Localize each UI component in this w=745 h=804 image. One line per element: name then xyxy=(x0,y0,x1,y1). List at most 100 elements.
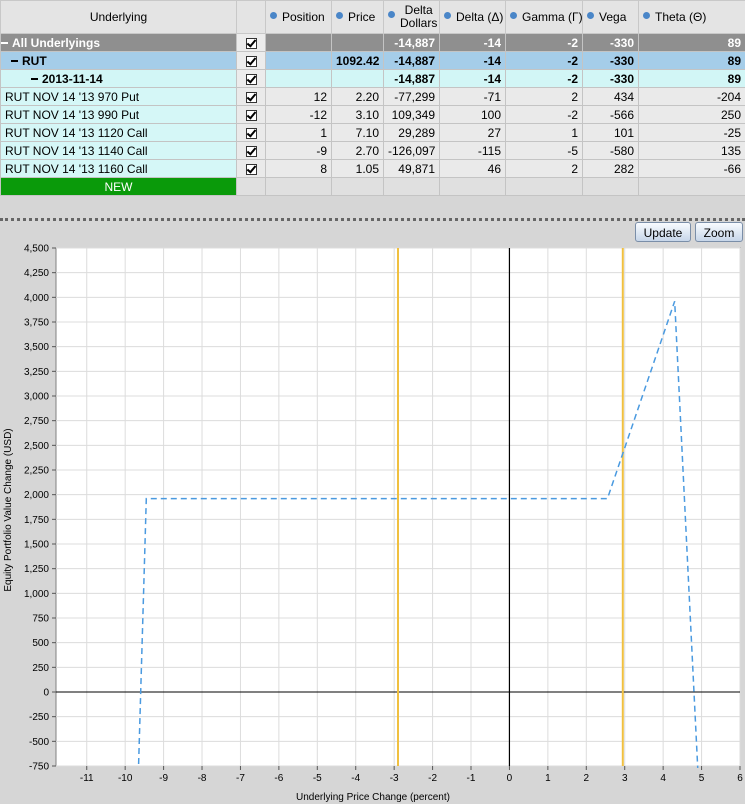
x-tick-label: 2 xyxy=(584,773,590,784)
empty-cell xyxy=(582,177,639,196)
position-cell[interactable]: 8 xyxy=(265,159,332,178)
include-checkbox[interactable] xyxy=(245,127,257,139)
vega-cell: -330 xyxy=(582,51,639,70)
include-checkbox[interactable] xyxy=(245,73,257,85)
row-name-cell[interactable]: All Underlyings xyxy=(0,33,237,52)
delta-dollars-cell: -77,299 xyxy=(383,87,440,106)
y-tick-label: 3,250 xyxy=(24,367,49,378)
include-checkbox-cell[interactable] xyxy=(236,87,266,106)
table-row[interactable]: RUT NOV 14 '13 1140 Call -9 2.70 -126,09… xyxy=(0,141,745,160)
delta-cell: 100 xyxy=(439,105,506,124)
delta-cell: -71 xyxy=(439,87,506,106)
header-label: Underlying xyxy=(89,10,148,24)
column-header-underlying[interactable]: Underlying xyxy=(0,0,237,34)
table-row-rut[interactable]: RUT 1092.42 -14,887 -14 -2 -330 89 xyxy=(0,51,745,70)
table-row-expiry[interactable]: 2013-11-14 -14,887 -14 -2 -330 89 xyxy=(0,69,745,88)
new-row-button[interactable]: NEW xyxy=(0,177,237,196)
x-tick-label: -2 xyxy=(428,773,437,784)
position-cell[interactable]: -12 xyxy=(265,105,332,124)
gamma-cell: -2 xyxy=(505,33,583,52)
include-checkbox[interactable] xyxy=(245,163,257,175)
y-tick-label: 3,500 xyxy=(24,342,49,353)
column-header-vega[interactable]: Vega xyxy=(582,0,639,34)
x-tick-label: 0 xyxy=(507,773,513,784)
column-dot-icon xyxy=(336,12,343,19)
delta-dollars-cell: -126,097 xyxy=(383,141,440,160)
vega-cell: -566 xyxy=(582,105,639,124)
y-tick-label: 4,250 xyxy=(24,268,49,279)
header-label: Price xyxy=(348,10,376,24)
column-dot-icon xyxy=(444,12,451,19)
include-checkbox-cell[interactable] xyxy=(236,51,266,70)
gamma-cell: -2 xyxy=(505,105,583,124)
include-checkbox[interactable] xyxy=(245,91,257,103)
y-tick-label: 2,750 xyxy=(24,416,49,427)
delta-cell: -14 xyxy=(439,33,506,52)
panel-splitter[interactable] xyxy=(0,218,745,221)
table-row[interactable]: RUT NOV 14 '13 970 Put 12 2.20 -77,299 -… xyxy=(0,87,745,106)
delta-cell: -115 xyxy=(439,141,506,160)
table-row[interactable]: RUT NOV 14 '13 990 Put -12 3.10 109,349 … xyxy=(0,105,745,124)
vega-cell: -330 xyxy=(582,69,639,88)
column-header-price[interactable]: Price xyxy=(331,0,384,34)
collapse-icon[interactable] xyxy=(31,78,38,81)
column-header-theta[interactable]: Theta (Θ) xyxy=(638,0,745,34)
x-tick-label: 4 xyxy=(660,773,666,784)
column-header-delta-dollars[interactable]: Delta Dollars xyxy=(383,0,440,34)
column-header-gamma[interactable]: Gamma (Γ) xyxy=(505,0,583,34)
row-name-cell[interactable]: 2013-11-14 xyxy=(0,69,237,88)
update-button[interactable]: Update xyxy=(635,222,691,242)
zoom-button[interactable]: Zoom xyxy=(695,222,743,242)
table-row[interactable]: RUT NOV 14 '13 1120 Call 1 7.10 29,289 2… xyxy=(0,123,745,142)
include-checkbox-cell[interactable] xyxy=(236,33,266,52)
collapse-icon[interactable] xyxy=(1,42,8,45)
y-tick-label: 2,000 xyxy=(24,490,49,501)
grid-header-row: Underlying Position Price Delta Dollars D… xyxy=(0,0,745,34)
delta-dollars-cell: -14,887 xyxy=(383,33,440,52)
vega-cell: -580 xyxy=(582,141,639,160)
row-name-cell[interactable]: RUT NOV 14 '13 970 Put xyxy=(0,87,237,106)
row-name-cell[interactable]: RUT NOV 14 '13 990 Put xyxy=(0,105,237,124)
position-cell[interactable]: 1 xyxy=(265,123,332,142)
table-row-new[interactable]: NEW xyxy=(0,177,745,196)
position-cell[interactable]: -9 xyxy=(265,141,332,160)
header-label-line1: Delta xyxy=(404,3,433,17)
delta-dollars-cell: -14,887 xyxy=(383,51,440,70)
include-checkbox-cell[interactable] xyxy=(236,123,266,142)
column-header-checkbox xyxy=(236,0,266,34)
y-tick-label: -250 xyxy=(29,712,49,723)
y-tick-label: 0 xyxy=(43,688,49,699)
y-tick-label: 4,500 xyxy=(24,244,49,255)
table-row-all-underlyings[interactable]: All Underlyings -14,887 -14 -2 -330 89 xyxy=(0,33,745,52)
delta-dollars-cell: 29,289 xyxy=(383,123,440,142)
include-checkbox-cell[interactable] xyxy=(236,159,266,178)
row-name-cell[interactable]: RUT xyxy=(0,51,237,70)
include-checkbox-cell[interactable] xyxy=(236,105,266,124)
include-checkbox-cell[interactable] xyxy=(236,69,266,88)
price-cell xyxy=(331,69,384,88)
include-checkbox[interactable] xyxy=(245,37,257,49)
column-header-delta[interactable]: Delta (Δ) xyxy=(439,0,506,34)
position-cell[interactable]: 12 xyxy=(265,87,332,106)
price-cell: 3.10 xyxy=(331,105,384,124)
y-tick-label: 3,000 xyxy=(24,392,49,403)
header-label-wrap: Delta Dollars xyxy=(400,4,437,30)
delta-cell: -14 xyxy=(439,51,506,70)
x-tick-label: 1 xyxy=(545,773,551,784)
column-dot-icon xyxy=(587,12,594,19)
collapse-icon[interactable] xyxy=(11,60,18,63)
column-dot-icon xyxy=(388,11,395,19)
table-row[interactable]: RUT NOV 14 '13 1160 Call 8 1.05 49,871 4… xyxy=(0,159,745,178)
include-checkbox[interactable] xyxy=(245,145,257,157)
include-checkbox[interactable] xyxy=(245,109,257,121)
row-name-cell[interactable]: RUT NOV 14 '13 1140 Call xyxy=(0,141,237,160)
gamma-cell: -5 xyxy=(505,141,583,160)
x-tick-label: 6 xyxy=(737,773,743,784)
row-name-cell[interactable]: RUT NOV 14 '13 1160 Call xyxy=(0,159,237,178)
row-name-cell[interactable]: RUT NOV 14 '13 1120 Call xyxy=(0,123,237,142)
include-checkbox[interactable] xyxy=(245,55,257,67)
column-header-position[interactable]: Position xyxy=(265,0,332,34)
delta-dollars-cell: -14,887 xyxy=(383,69,440,88)
header-label: Delta (Δ) xyxy=(456,10,504,24)
include-checkbox-cell[interactable] xyxy=(236,141,266,160)
